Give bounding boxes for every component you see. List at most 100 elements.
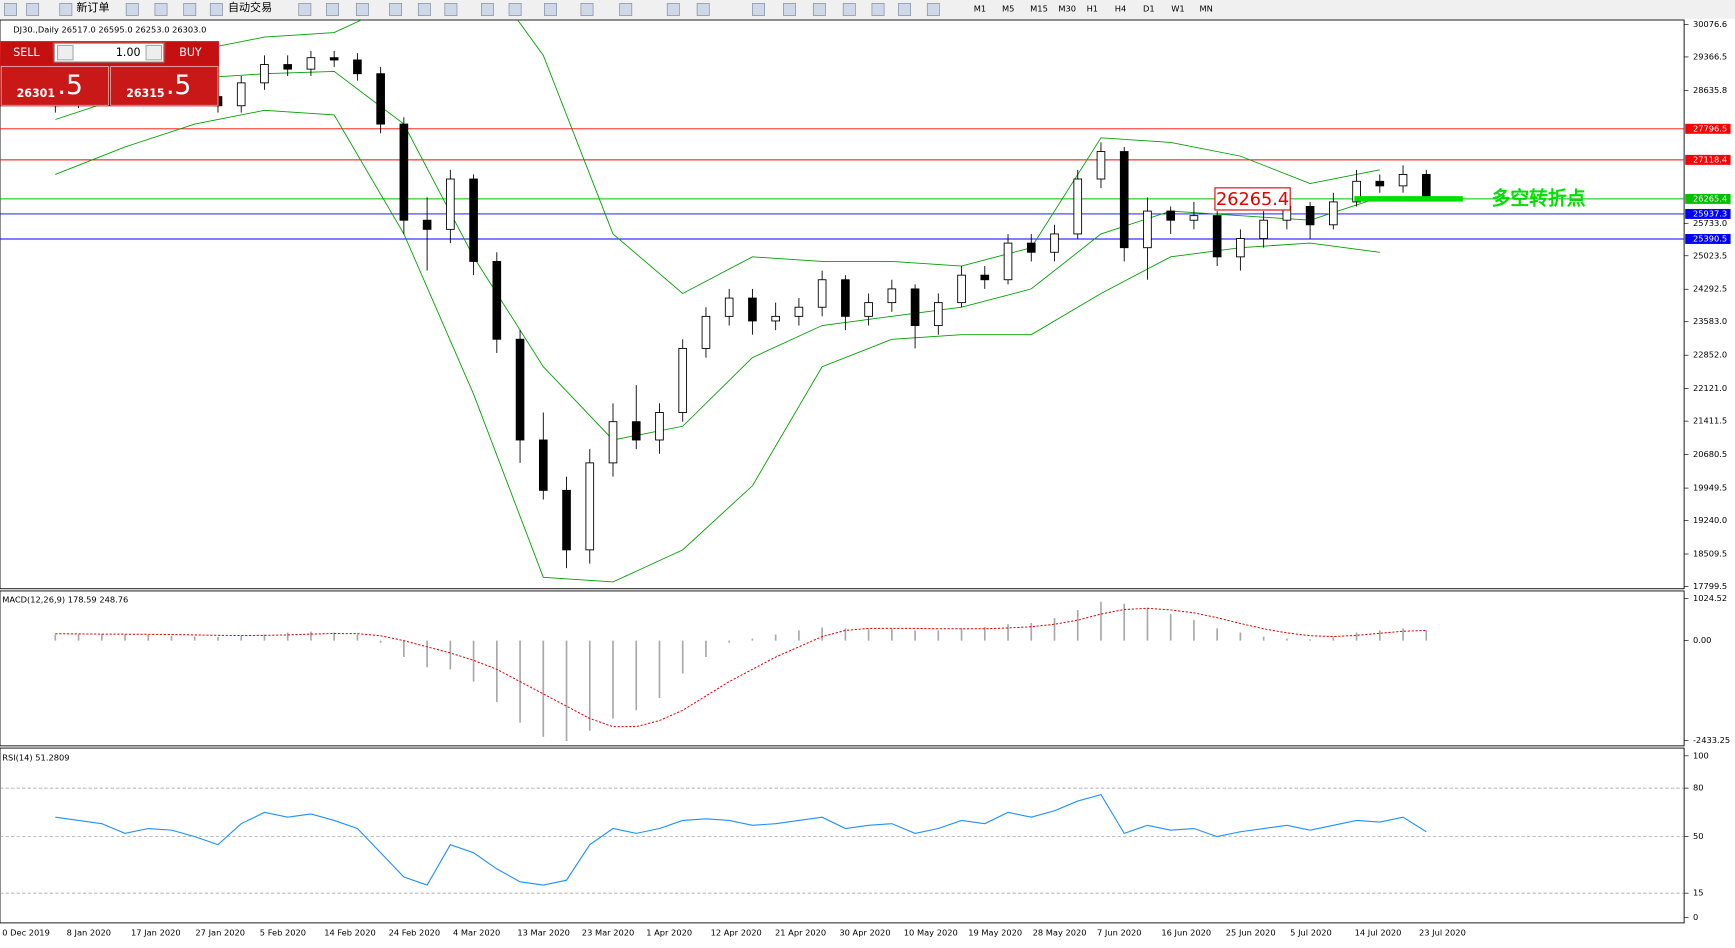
x-tick-label: 16 Jun 2020 [1161, 927, 1211, 937]
level-label: 27118.4 [1693, 154, 1727, 164]
timeframe-button[interactable]: M30 [1058, 3, 1076, 13]
tool-icon[interactable] [183, 3, 197, 16]
candle-body [515, 338, 525, 441]
candle-body [1375, 180, 1385, 187]
timeframe-button[interactable]: MN [1199, 3, 1212, 13]
x-tick-label: 24 Feb 2020 [389, 927, 441, 937]
candle-body [957, 274, 966, 304]
tool-icon[interactable] [125, 3, 139, 16]
level-label-box [1685, 193, 1731, 204]
tool-icon[interactable] [544, 3, 557, 16]
candle-body [422, 219, 432, 230]
candle-body [980, 274, 990, 281]
candle-body [399, 123, 409, 221]
candle-body [1026, 242, 1036, 253]
timeframe-button[interactable]: H4 [1115, 3, 1127, 13]
tool-icon[interactable] [209, 3, 223, 16]
x-tick-label: 21 Apr 2020 [775, 927, 826, 937]
lots-input[interactable] [53, 42, 165, 63]
sell-price-tail[interactable]: .5 [58, 70, 83, 101]
toolbar-button[interactable]: 新订单 [76, 0, 109, 14]
tool-icon[interactable] [444, 3, 458, 16]
timeframe-button[interactable]: H1 [1087, 3, 1099, 13]
tool-icon[interactable] [4, 3, 17, 16]
candle-body [446, 178, 455, 230]
tool-icon[interactable] [752, 3, 765, 16]
lots-value[interactable]: 1.00 [116, 46, 141, 59]
rsi-header: RSI(14) 51.2809 [2, 753, 69, 763]
sell-label[interactable]: SELL [13, 46, 40, 59]
tool-icon[interactable] [666, 3, 680, 16]
level-label-box [1685, 123, 1731, 134]
level-label-box [1685, 233, 1731, 244]
candle-body [1073, 178, 1083, 235]
x-tick-label: 7 Jun 2020 [1097, 927, 1142, 937]
toolbar-button[interactable]: 自动交易 [228, 0, 272, 14]
tool-icon[interactable] [508, 3, 522, 16]
y-tick-label: 17799.5 [1693, 581, 1727, 591]
sell-button[interactable] [1, 42, 53, 65]
candle-body [1212, 215, 1222, 258]
lots-down[interactable] [56, 44, 74, 61]
tool-icon[interactable] [59, 3, 73, 16]
x-tick-label: 19 May 2020 [968, 927, 1022, 937]
buy-button[interactable] [165, 42, 218, 65]
candle-body [1096, 151, 1106, 180]
x-tick-label: 12 Apr 2020 [711, 927, 762, 937]
candle-body [794, 306, 804, 317]
tool-icon[interactable] [619, 3, 633, 16]
candle-body [1421, 173, 1431, 198]
tool-icon[interactable] [926, 3, 940, 16]
tool-icon[interactable] [898, 3, 911, 16]
x-tick-label: 23 Jul 2020 [1419, 927, 1466, 937]
tool-icon[interactable] [355, 3, 369, 16]
timeframe-button[interactable]: W1 [1171, 3, 1184, 13]
candle-body [260, 64, 269, 84]
timeframe-button[interactable]: D1 [1143, 3, 1155, 13]
rsi-line [55, 793, 1427, 886]
tool-icon[interactable] [580, 3, 594, 16]
buy-price-tail[interactable]: .5 [166, 70, 191, 101]
annotation-text: 多空转折点 [1492, 186, 1586, 209]
buy-label[interactable]: BUY [179, 46, 202, 59]
tool-icon[interactable] [696, 3, 710, 16]
candle-body [562, 489, 571, 551]
y-tick-label: 23583.0 [1693, 316, 1727, 326]
buy-price-box[interactable] [110, 66, 219, 106]
tool-icon[interactable] [480, 3, 494, 16]
tool-icon[interactable] [389, 3, 402, 16]
tool-icon[interactable] [417, 3, 431, 16]
x-tick-label: 0 Dec 2019 [2, 927, 50, 937]
candle-body [864, 302, 873, 317]
y-tick-label: 100 [1693, 750, 1709, 760]
buy-price[interactable]: 26315 [126, 87, 164, 100]
tool-icon[interactable] [783, 3, 796, 16]
y-tick-label: 22121.0 [1693, 383, 1727, 393]
y-tick-label: 19949.5 [1693, 483, 1727, 493]
candle-body [841, 279, 850, 317]
candle-body [1003, 242, 1013, 281]
x-tick-label: 23 Mar 2020 [582, 927, 635, 937]
timeframe-button[interactable]: M15 [1030, 3, 1048, 13]
sell-price-box[interactable] [0, 66, 109, 106]
tool-icon[interactable] [26, 3, 40, 16]
tool-icon[interactable] [842, 3, 856, 16]
tool-icon[interactable] [871, 3, 885, 16]
tool-icon[interactable] [154, 3, 168, 16]
tool-icon[interactable] [326, 3, 339, 16]
sell-price[interactable]: 26301 [17, 87, 55, 100]
candle-body [585, 462, 595, 551]
candle-body [1259, 219, 1268, 239]
tool-icon[interactable] [812, 3, 826, 16]
timeframe-button[interactable]: M5 [1002, 3, 1014, 13]
timeframe-button[interactable]: M1 [974, 3, 986, 13]
tool-icon[interactable] [298, 3, 312, 16]
candle-body [701, 315, 711, 349]
y-tick-label: 18509.5 [1693, 549, 1727, 559]
candle-body [887, 288, 897, 304]
lots-up[interactable] [145, 44, 163, 61]
x-tick-label: 1 Apr 2020 [646, 927, 692, 937]
x-tick-label: 10 May 2020 [904, 927, 958, 937]
candle-body [329, 57, 339, 61]
candle-body [678, 347, 688, 413]
